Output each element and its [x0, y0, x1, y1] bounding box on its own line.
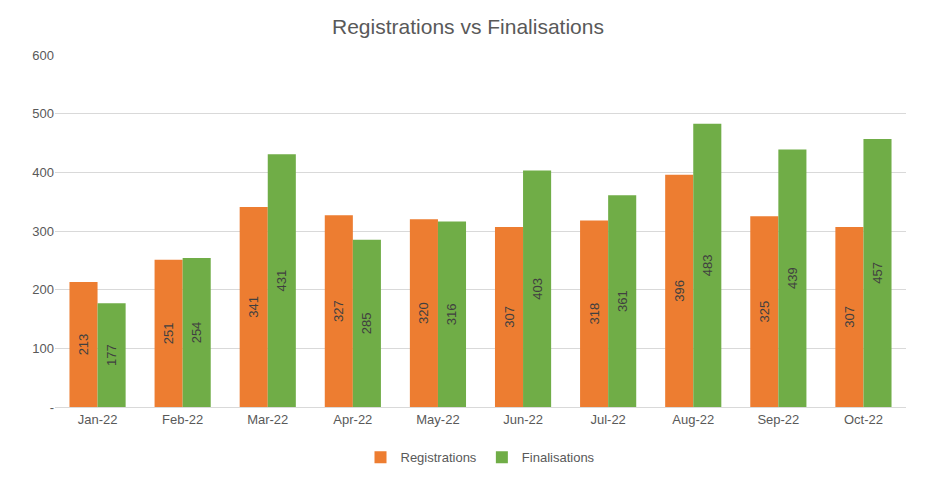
svg-text:320: 320 [416, 302, 431, 324]
svg-text:361: 361 [615, 290, 630, 312]
svg-text:600: 600 [32, 48, 54, 63]
svg-text:341: 341 [246, 296, 261, 318]
svg-text:200: 200 [32, 282, 54, 297]
svg-text:Finalisations: Finalisations [522, 450, 595, 465]
svg-text:307: 307 [842, 306, 857, 328]
svg-text:316: 316 [444, 303, 459, 325]
svg-text:Mar-22: Mar-22 [247, 412, 288, 427]
svg-text:-: - [50, 400, 54, 415]
svg-text:483: 483 [700, 254, 715, 276]
svg-text:213: 213 [76, 334, 91, 356]
svg-text:325: 325 [757, 301, 772, 323]
svg-text:Feb-22: Feb-22 [162, 412, 203, 427]
svg-text:Jun-22: Jun-22 [503, 412, 543, 427]
svg-text:251: 251 [161, 323, 176, 345]
svg-text:318: 318 [587, 303, 602, 325]
svg-text:431: 431 [274, 270, 289, 292]
svg-text:Apr-22: Apr-22 [333, 412, 372, 427]
svg-text:Registrations: Registrations [401, 450, 477, 465]
svg-text:307: 307 [502, 306, 517, 328]
svg-text:327: 327 [331, 300, 346, 322]
svg-text:Jan-22: Jan-22 [78, 412, 118, 427]
svg-text:403: 403 [530, 278, 545, 300]
svg-text:396: 396 [672, 280, 687, 302]
svg-text:Sep-22: Sep-22 [757, 412, 799, 427]
svg-text:300: 300 [32, 224, 54, 239]
svg-text:Registrations vs Finalisations: Registrations vs Finalisations [332, 15, 604, 38]
svg-text:400: 400 [32, 165, 54, 180]
svg-text:100: 100 [32, 341, 54, 356]
svg-text:254: 254 [189, 322, 204, 344]
svg-text:439: 439 [785, 267, 800, 289]
svg-text:177: 177 [104, 344, 119, 366]
svg-text:Jul-22: Jul-22 [590, 412, 625, 427]
svg-text:Aug-22: Aug-22 [672, 412, 714, 427]
svg-text:500: 500 [32, 106, 54, 121]
svg-text:285: 285 [359, 313, 374, 335]
svg-text:May-22: May-22 [416, 412, 459, 427]
svg-text:Oct-22: Oct-22 [844, 412, 883, 427]
svg-text:457: 457 [870, 262, 885, 284]
